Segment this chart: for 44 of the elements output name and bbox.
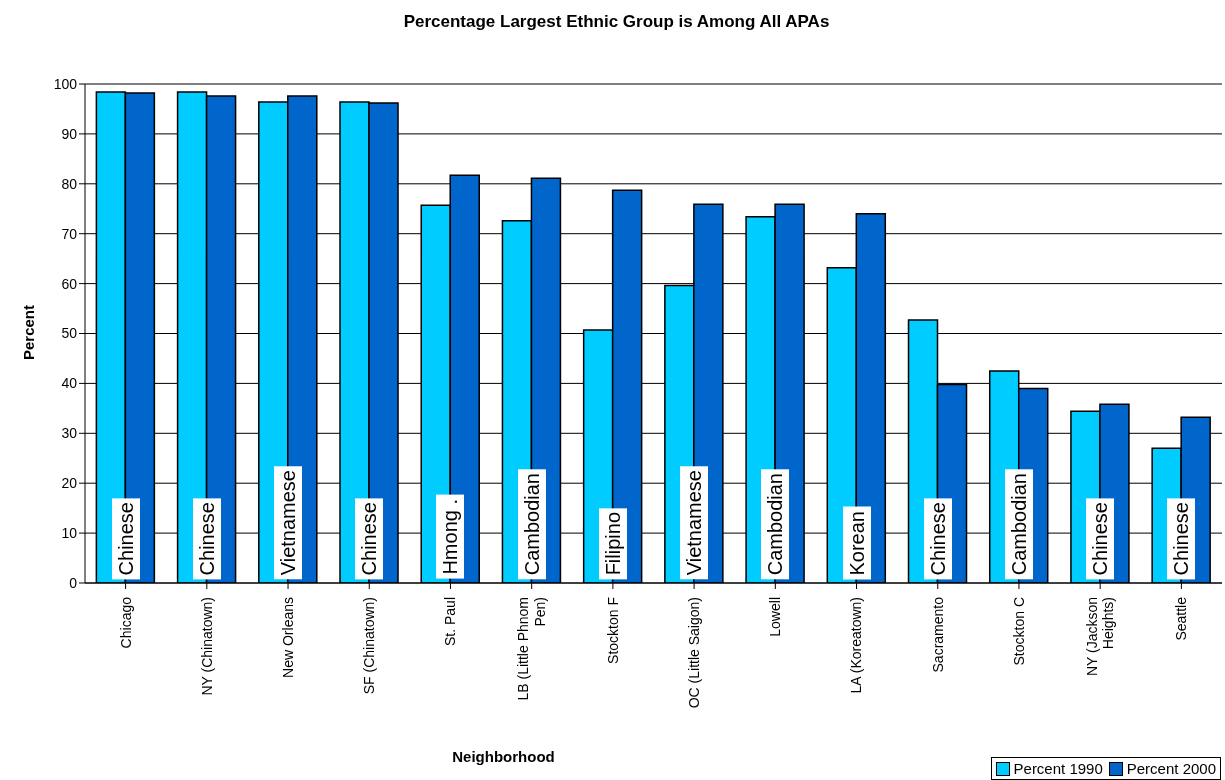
- y-tick-label: 20: [61, 475, 78, 492]
- x-tick-label: Stockton F: [604, 597, 621, 664]
- annotation: Vietnamese: [274, 465, 303, 579]
- chart-title: Percentage Largest Ethnic Group is Among All APAs: [402, 12, 831, 32]
- x-tick-label: SF (Chinatown): [361, 597, 378, 695]
- x-tick-label: Seattle: [1173, 596, 1190, 641]
- y-tick-label: 10: [61, 525, 78, 542]
- x-tick-label: OC (Little Saigon): [686, 597, 703, 709]
- x-tick-label: Lowell: [767, 597, 784, 637]
- annotation: Cambodian: [761, 468, 790, 579]
- x-tick-label: LB (Little Phnom Pen): [515, 597, 548, 701]
- y-tick-label: 60: [61, 275, 78, 292]
- x-tick-label: St. Paul: [442, 597, 459, 647]
- x-tick-label: Chicago: [117, 596, 134, 649]
- y-tick-label: 100: [53, 75, 78, 92]
- annotation: Cambodian: [1004, 468, 1033, 579]
- y-tick-label: 70: [61, 225, 78, 242]
- y-tick-label: 50: [61, 325, 78, 342]
- y-tick-label: 0: [69, 574, 78, 591]
- legend-label: Percent 1990: [1013, 760, 1103, 777]
- annotation: Chinese: [355, 497, 384, 579]
- annotation: Chinese: [1086, 497, 1115, 579]
- annotation: Cambodian: [517, 468, 546, 579]
- x-tick-label: New Orleans: [279, 597, 296, 678]
- annotation: Chinese: [111, 497, 140, 579]
- annotation: Hmong .: [436, 495, 465, 579]
- annotation: Filipino: [598, 507, 627, 579]
- annotation: Vietnamese: [680, 465, 709, 579]
- legend-label: Percent 2000: [1126, 760, 1216, 777]
- x-tick-label: NY (Chinatown): [198, 597, 215, 696]
- annotation: Chinese: [923, 497, 952, 579]
- x-tick-label: Stockton C: [1010, 597, 1027, 666]
- annotation: Korean: [842, 506, 871, 579]
- y-tick-label: 30: [61, 425, 78, 442]
- y-axis-title: Percent: [19, 303, 37, 362]
- y-tick-label: 40: [61, 375, 78, 392]
- annotation: Chinese: [192, 497, 221, 579]
- x-axis-title: Neighborhood: [451, 748, 556, 765]
- y-tick-label: 80: [61, 175, 78, 192]
- annotation: Chinese: [1167, 497, 1196, 579]
- y-tick-label: 90: [61, 125, 78, 142]
- x-tick-label: NY (Jackson Heights): [1083, 597, 1117, 677]
- x-tick-label: LA (Koreatown): [848, 597, 865, 694]
- x-tick-label: Sacramento: [929, 596, 946, 673]
